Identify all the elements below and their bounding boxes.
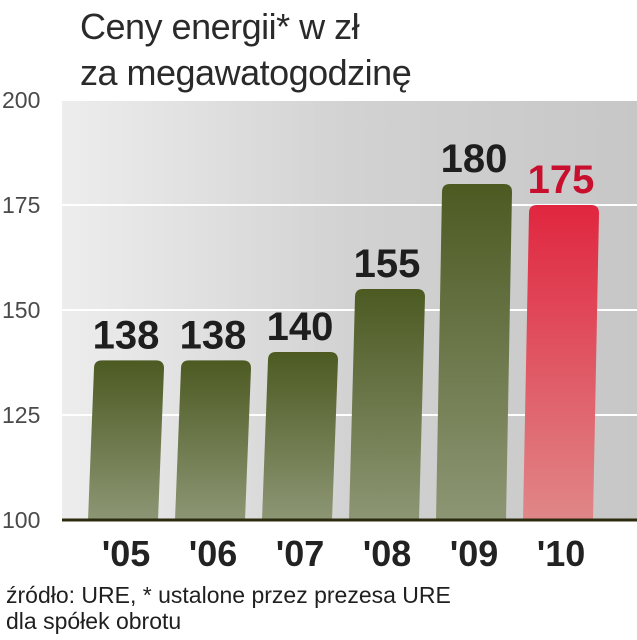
bar-value-label: 138 — [93, 313, 160, 357]
source-note-line-1: źródło: URE, * ustalone przez prezesa UR… — [6, 582, 451, 608]
bar — [436, 184, 512, 520]
y-tick-label: 100 — [2, 507, 40, 533]
bar-value-label: 180 — [441, 137, 508, 181]
bar — [262, 352, 338, 520]
bar-value-label: 175 — [528, 158, 595, 202]
source-note-line-2: dla spółek obrotu — [6, 608, 182, 634]
bar-value-label: 138 — [180, 313, 247, 357]
x-tick-label: '08 — [363, 533, 412, 574]
bar-chart: 100 125 150 175 200 '05 '06 '07 '08 '09 '10 138 13… — [2, 87, 637, 574]
y-tick-label: 125 — [2, 402, 40, 428]
x-tick-label: '06 — [189, 533, 238, 574]
y-tick-label: 150 — [2, 297, 40, 323]
bar-highlight — [523, 205, 599, 520]
chart-title-line-1: Ceny energii* w zł — [80, 6, 360, 47]
bar — [175, 360, 251, 520]
bar-value-label: 140 — [267, 305, 334, 349]
bar — [88, 360, 164, 520]
x-tick-label: '09 — [450, 533, 499, 574]
bar — [349, 289, 425, 520]
y-tick-label: 200 — [2, 87, 40, 113]
bar-value-label: 155 — [354, 242, 421, 286]
x-tick-label: '05 — [102, 533, 151, 574]
chart-title-line-2: za megawatogodzinę — [80, 52, 412, 93]
x-tick-label: '10 — [537, 533, 586, 574]
y-tick-label: 175 — [2, 192, 40, 218]
x-tick-label: '07 — [276, 533, 325, 574]
